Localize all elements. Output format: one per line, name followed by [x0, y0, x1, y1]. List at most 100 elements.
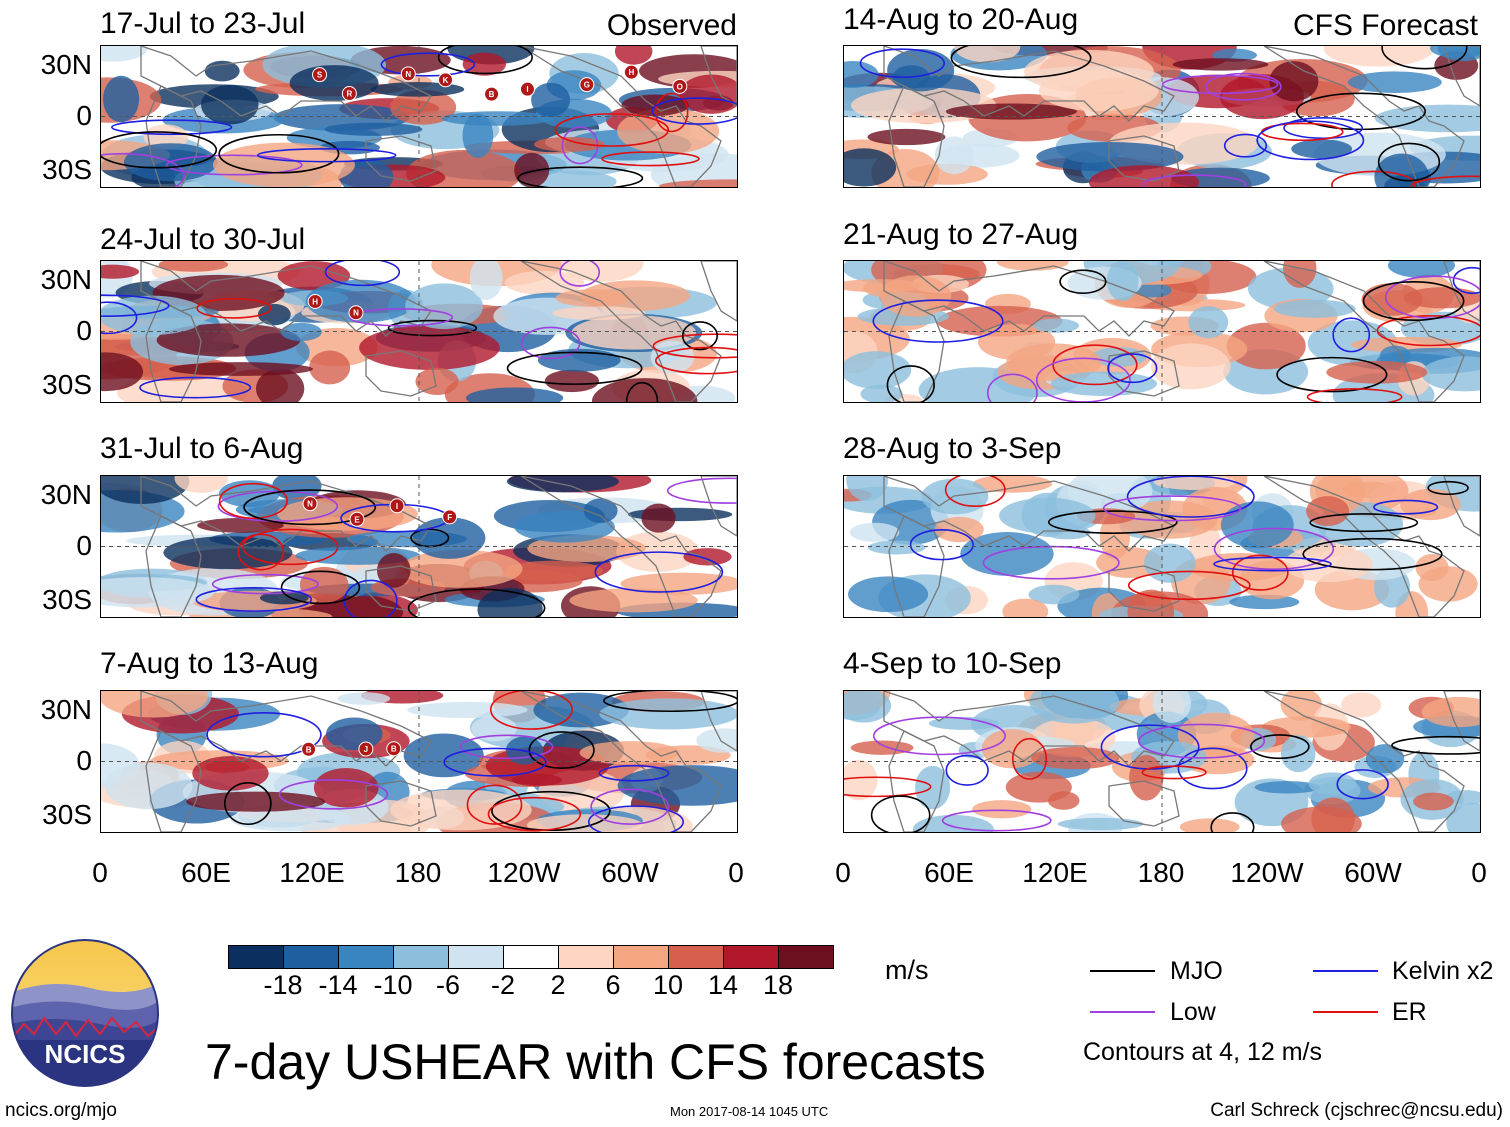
- storm-marker: R: [341, 86, 357, 102]
- shear-blob: [1421, 356, 1480, 392]
- shear-blob: [844, 351, 912, 389]
- shear-blob: [844, 60, 879, 89]
- ncics-logo[interactable]: NCICS: [10, 938, 160, 1088]
- contour-line: [601, 151, 700, 167]
- map-forecast-3: [843, 475, 1481, 618]
- shear-blob: [1311, 797, 1355, 832]
- coastline: [140, 476, 432, 552]
- contour-line: [165, 154, 303, 176]
- storm-marker: F: [442, 509, 458, 525]
- contour-line: [280, 570, 361, 605]
- shear-blob: [844, 759, 878, 801]
- coastline: [365, 350, 437, 397]
- contour-line: [1391, 735, 1480, 755]
- svg-text:B: B: [391, 745, 397, 754]
- contour-line: [487, 796, 582, 832]
- colorbar-label: 10: [652, 970, 684, 1000]
- shear-blob: [1153, 476, 1236, 490]
- lat-label: 30N: [40, 694, 92, 725]
- storm-marker: N: [400, 66, 416, 82]
- svg-text:B: B: [489, 90, 495, 99]
- colorbar-label: 18: [762, 970, 794, 1000]
- lon-label: 60W: [601, 857, 659, 888]
- shear-blob: [1179, 818, 1240, 832]
- contour-line: [870, 795, 931, 832]
- shear-blob: [289, 65, 379, 101]
- shear-blob: [103, 75, 140, 123]
- map-canvas: [844, 46, 1480, 187]
- legend-low-line: [1090, 1011, 1155, 1013]
- colorbar-label: 14: [707, 970, 739, 1000]
- contour-line: [1142, 174, 1247, 187]
- contour-line: [242, 528, 339, 566]
- shear-blob: [1347, 71, 1442, 94]
- colorbar-swatch: [229, 946, 284, 968]
- panel-title-obs-2: 24-Jul to 30-Jul: [100, 223, 306, 256]
- shear-blob: [1226, 322, 1306, 370]
- shear-blob: [1188, 306, 1229, 339]
- contour-line: [625, 381, 659, 402]
- shear-blob: [844, 279, 923, 293]
- svg-text:J: J: [364, 745, 368, 754]
- lon-label: 120W: [1230, 857, 1304, 888]
- panel-title-obs-4: 7-Aug to 13-Aug: [100, 647, 319, 680]
- shear-blob: [1057, 817, 1144, 831]
- shear-blob: [579, 741, 680, 765]
- shear-blob: [848, 576, 929, 613]
- shear-blob: [915, 765, 951, 810]
- contour-line: [1223, 133, 1268, 158]
- shear-blob: [1430, 46, 1480, 59]
- shear-blob: [1254, 781, 1320, 794]
- contour-line: [1102, 495, 1242, 522]
- contour-line: [1309, 513, 1419, 533]
- shear-blob: [299, 566, 349, 603]
- shear-blob: [591, 378, 698, 402]
- contour-line: [554, 113, 670, 147]
- coastline: [883, 691, 1175, 767]
- storm-marker: H: [307, 293, 323, 309]
- shear-blob: [197, 517, 284, 533]
- shear-blob: [212, 142, 355, 187]
- shear-blob: [309, 350, 351, 385]
- contour-line: [349, 308, 454, 327]
- shear-blob: [972, 476, 1053, 493]
- contour-line: [380, 52, 476, 77]
- coastline: [1108, 780, 1180, 827]
- colorbar-swatch: [449, 946, 504, 968]
- coastline: [883, 476, 1175, 552]
- lat-label: 30S: [42, 584, 92, 615]
- colorbar-swatch: [614, 946, 669, 968]
- contour-line: [1295, 92, 1426, 131]
- lat-label: 0: [76, 315, 92, 346]
- contour-line: [844, 776, 932, 798]
- coastline: [145, 515, 202, 617]
- contour-line: [945, 754, 989, 786]
- coastline: [140, 46, 432, 122]
- ncics-logo-icon: NCICS: [11, 939, 159, 1087]
- colorbar-swatch: [284, 946, 339, 968]
- shear-blob: [683, 548, 732, 566]
- legend-er-label: ER: [1392, 998, 1427, 1026]
- contour-line: [941, 809, 1052, 832]
- storm-marker: I: [519, 81, 535, 97]
- shear-blob: [158, 261, 229, 272]
- storm-marker: B: [484, 86, 500, 102]
- shear-blob: [1415, 554, 1449, 582]
- contour-line: [1137, 723, 1266, 759]
- lon-label: 0: [835, 857, 851, 888]
- contour-line: [872, 299, 1004, 343]
- contour-line: [1210, 812, 1255, 832]
- shear-blob: [511, 773, 563, 787]
- panel-title-fcst-2: 21-Aug to 27-Aug: [843, 218, 1079, 251]
- shear-blob: [256, 368, 305, 402]
- shear-blob: [844, 691, 892, 723]
- footer-url-link[interactable]: ncics.org/mjo: [5, 1100, 117, 1121]
- svg-text:G: G: [584, 81, 590, 90]
- shear-blob: [1121, 500, 1218, 539]
- shear-blob: [583, 498, 618, 523]
- shear-blob: [101, 264, 140, 279]
- shear-blob: [912, 814, 994, 832]
- storm-marker: N: [348, 305, 364, 321]
- contour-line: [343, 579, 398, 617]
